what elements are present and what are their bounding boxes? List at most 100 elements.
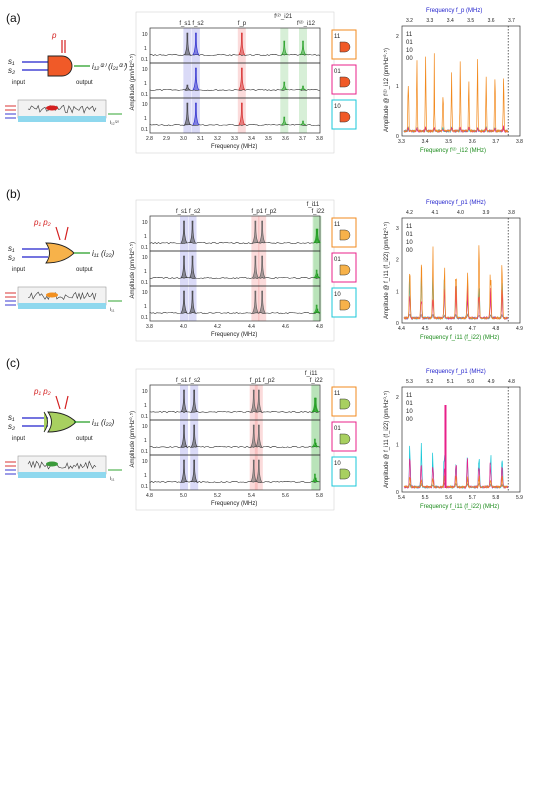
pump-peak [238, 67, 246, 91]
substrate-stripe [18, 116, 106, 122]
x-tick-label: 4.8 [316, 324, 323, 330]
spectrum-baseline [149, 123, 321, 127]
top-tick-label: 3.3 [426, 18, 433, 24]
x-tick-label: 3.3 [231, 136, 238, 142]
y-tick-label: 0.1 [141, 245, 148, 251]
spectrum-row-frame [149, 384, 321, 421]
pump-arrow [64, 395, 69, 410]
top-axis-title: Frequency f_p (MHz) [426, 8, 482, 14]
bottom-tick-label: 4.4 [398, 326, 405, 332]
excitation-spot [46, 105, 58, 111]
spectrum-row-frame [149, 419, 321, 456]
amp-y-axis-label: Amplitude @ f_i11 (f_i22) (pm/Hz⁰·⁵) [383, 391, 390, 488]
idler-freq-label: f_i11 [305, 371, 318, 377]
x-tick-label: 4.2 [214, 324, 221, 330]
pump-peak [258, 255, 266, 279]
signal-peak [192, 102, 200, 126]
amplitude-trace [403, 53, 509, 134]
spectrum-row-frame [149, 27, 321, 64]
output-symbol: i₁₁ (i₂₂) [92, 249, 115, 258]
gate-state-icon [339, 398, 351, 410]
bottom-tick-label: 3.4 [422, 139, 429, 145]
idler-peak [312, 397, 319, 413]
y-tick-label: 0 [396, 321, 399, 327]
x-tick-label: 4.0 [180, 324, 187, 330]
bottom-axis-title: Frequency f_i11 (f_i22) (MHz) [420, 504, 499, 510]
signal-peak [180, 290, 188, 314]
output-symbol: i₁₁ (i₂₂) [92, 418, 115, 427]
spectrum-chart: 10 1 0.1 11 10 1 0.1 01 10 1 0.1 10 2.8 2.9 3.0 3.1 3.2 3… [129, 11, 357, 154]
spectrum-baseline [149, 53, 321, 57]
pump-peak [238, 32, 246, 56]
idler-peak [281, 40, 288, 56]
output-label: output [76, 436, 93, 442]
input-label: input [12, 436, 25, 442]
gate-state-icon [339, 229, 351, 241]
x-tick-label: 3.8 [316, 136, 323, 142]
top-tick-label: 4.1 [432, 210, 439, 216]
signal-peak [189, 290, 196, 314]
excitation-spot [46, 292, 58, 298]
x-tick-label: 4.8 [146, 493, 153, 499]
y-tick-label: 0.1 [141, 315, 148, 321]
top-tick-label: 5.0 [467, 379, 474, 385]
device-image [17, 286, 107, 306]
bottom-tick-label: 3.6 [469, 139, 476, 145]
idler-band [299, 28, 307, 133]
input-label: input [12, 80, 25, 86]
x-tick-label: 5.4 [248, 493, 255, 499]
top-tick-label: 3.5 [467, 18, 474, 24]
spectrum-row-frame [149, 285, 321, 322]
y-tick-label: 1 [144, 304, 147, 310]
legend-entry: 00 [406, 56, 413, 62]
y-axis-label: Amplitude (pm/Hz⁰·⁵) [129, 411, 136, 468]
y-tick-label: 1 [144, 473, 147, 479]
spectrum-row-frame [149, 97, 321, 134]
x-tick-label: 2.9 [163, 136, 170, 142]
top-tick-label: 4.0 [457, 210, 464, 216]
top-tick-label: 3.9 [483, 210, 490, 216]
device-image [17, 99, 107, 119]
spectrum-frame [135, 199, 335, 342]
y-tick-label: 2 [396, 34, 399, 40]
pump-peak [255, 389, 263, 413]
y-tick-label: 0 [396, 134, 399, 140]
x-tick-label: 5.8 [316, 493, 323, 499]
pump-peak [252, 290, 259, 314]
x-tick-label: 4.6 [282, 324, 289, 330]
signal-peak [184, 84, 191, 91]
bottom-tick-label: 5.5 [422, 495, 429, 501]
y-tick-label: 0.1 [141, 414, 148, 420]
signal-s1-label: s₁ [8, 57, 15, 66]
bottom-axis-title: Frequency f⁽²⁾_i12 (MHz) [420, 147, 486, 154]
top-tick-label: 4.8 [508, 379, 515, 385]
idler-peak [281, 116, 288, 126]
signal-peak [192, 32, 200, 56]
signal-band [183, 28, 192, 133]
bottom-tick-label: 3.3 [398, 139, 405, 145]
spectrum-baseline [149, 276, 320, 280]
legend-entry: 10 [406, 409, 413, 415]
spectrum-baseline [149, 445, 321, 449]
signal-peak [189, 255, 196, 279]
bottom-tick-label: 4.8 [492, 326, 499, 332]
y-tick-label: 1 [144, 403, 147, 409]
spectrum-baseline [149, 480, 321, 484]
pump-peak [250, 459, 257, 483]
gate-state-code: 11 [334, 391, 341, 397]
amplitude-trace [403, 313, 509, 321]
bottom-tick-label: 5.4 [398, 495, 405, 501]
device-output-label: i₁₁ [110, 476, 115, 482]
y-tick-label: 10 [142, 32, 148, 38]
bottom-tick-label: 3.5 [445, 139, 452, 145]
top-tick-label: 3.2 [406, 18, 413, 24]
signal-s2-label: s₂ [8, 253, 15, 262]
signal-s2-label: s₂ [8, 422, 15, 431]
spectrum-baseline [149, 88, 321, 92]
gate-state-icon [339, 468, 351, 480]
top-tick-label: 5.3 [406, 379, 413, 385]
x-tick-label: 3.0 [180, 136, 187, 142]
signal-peak [190, 424, 198, 448]
